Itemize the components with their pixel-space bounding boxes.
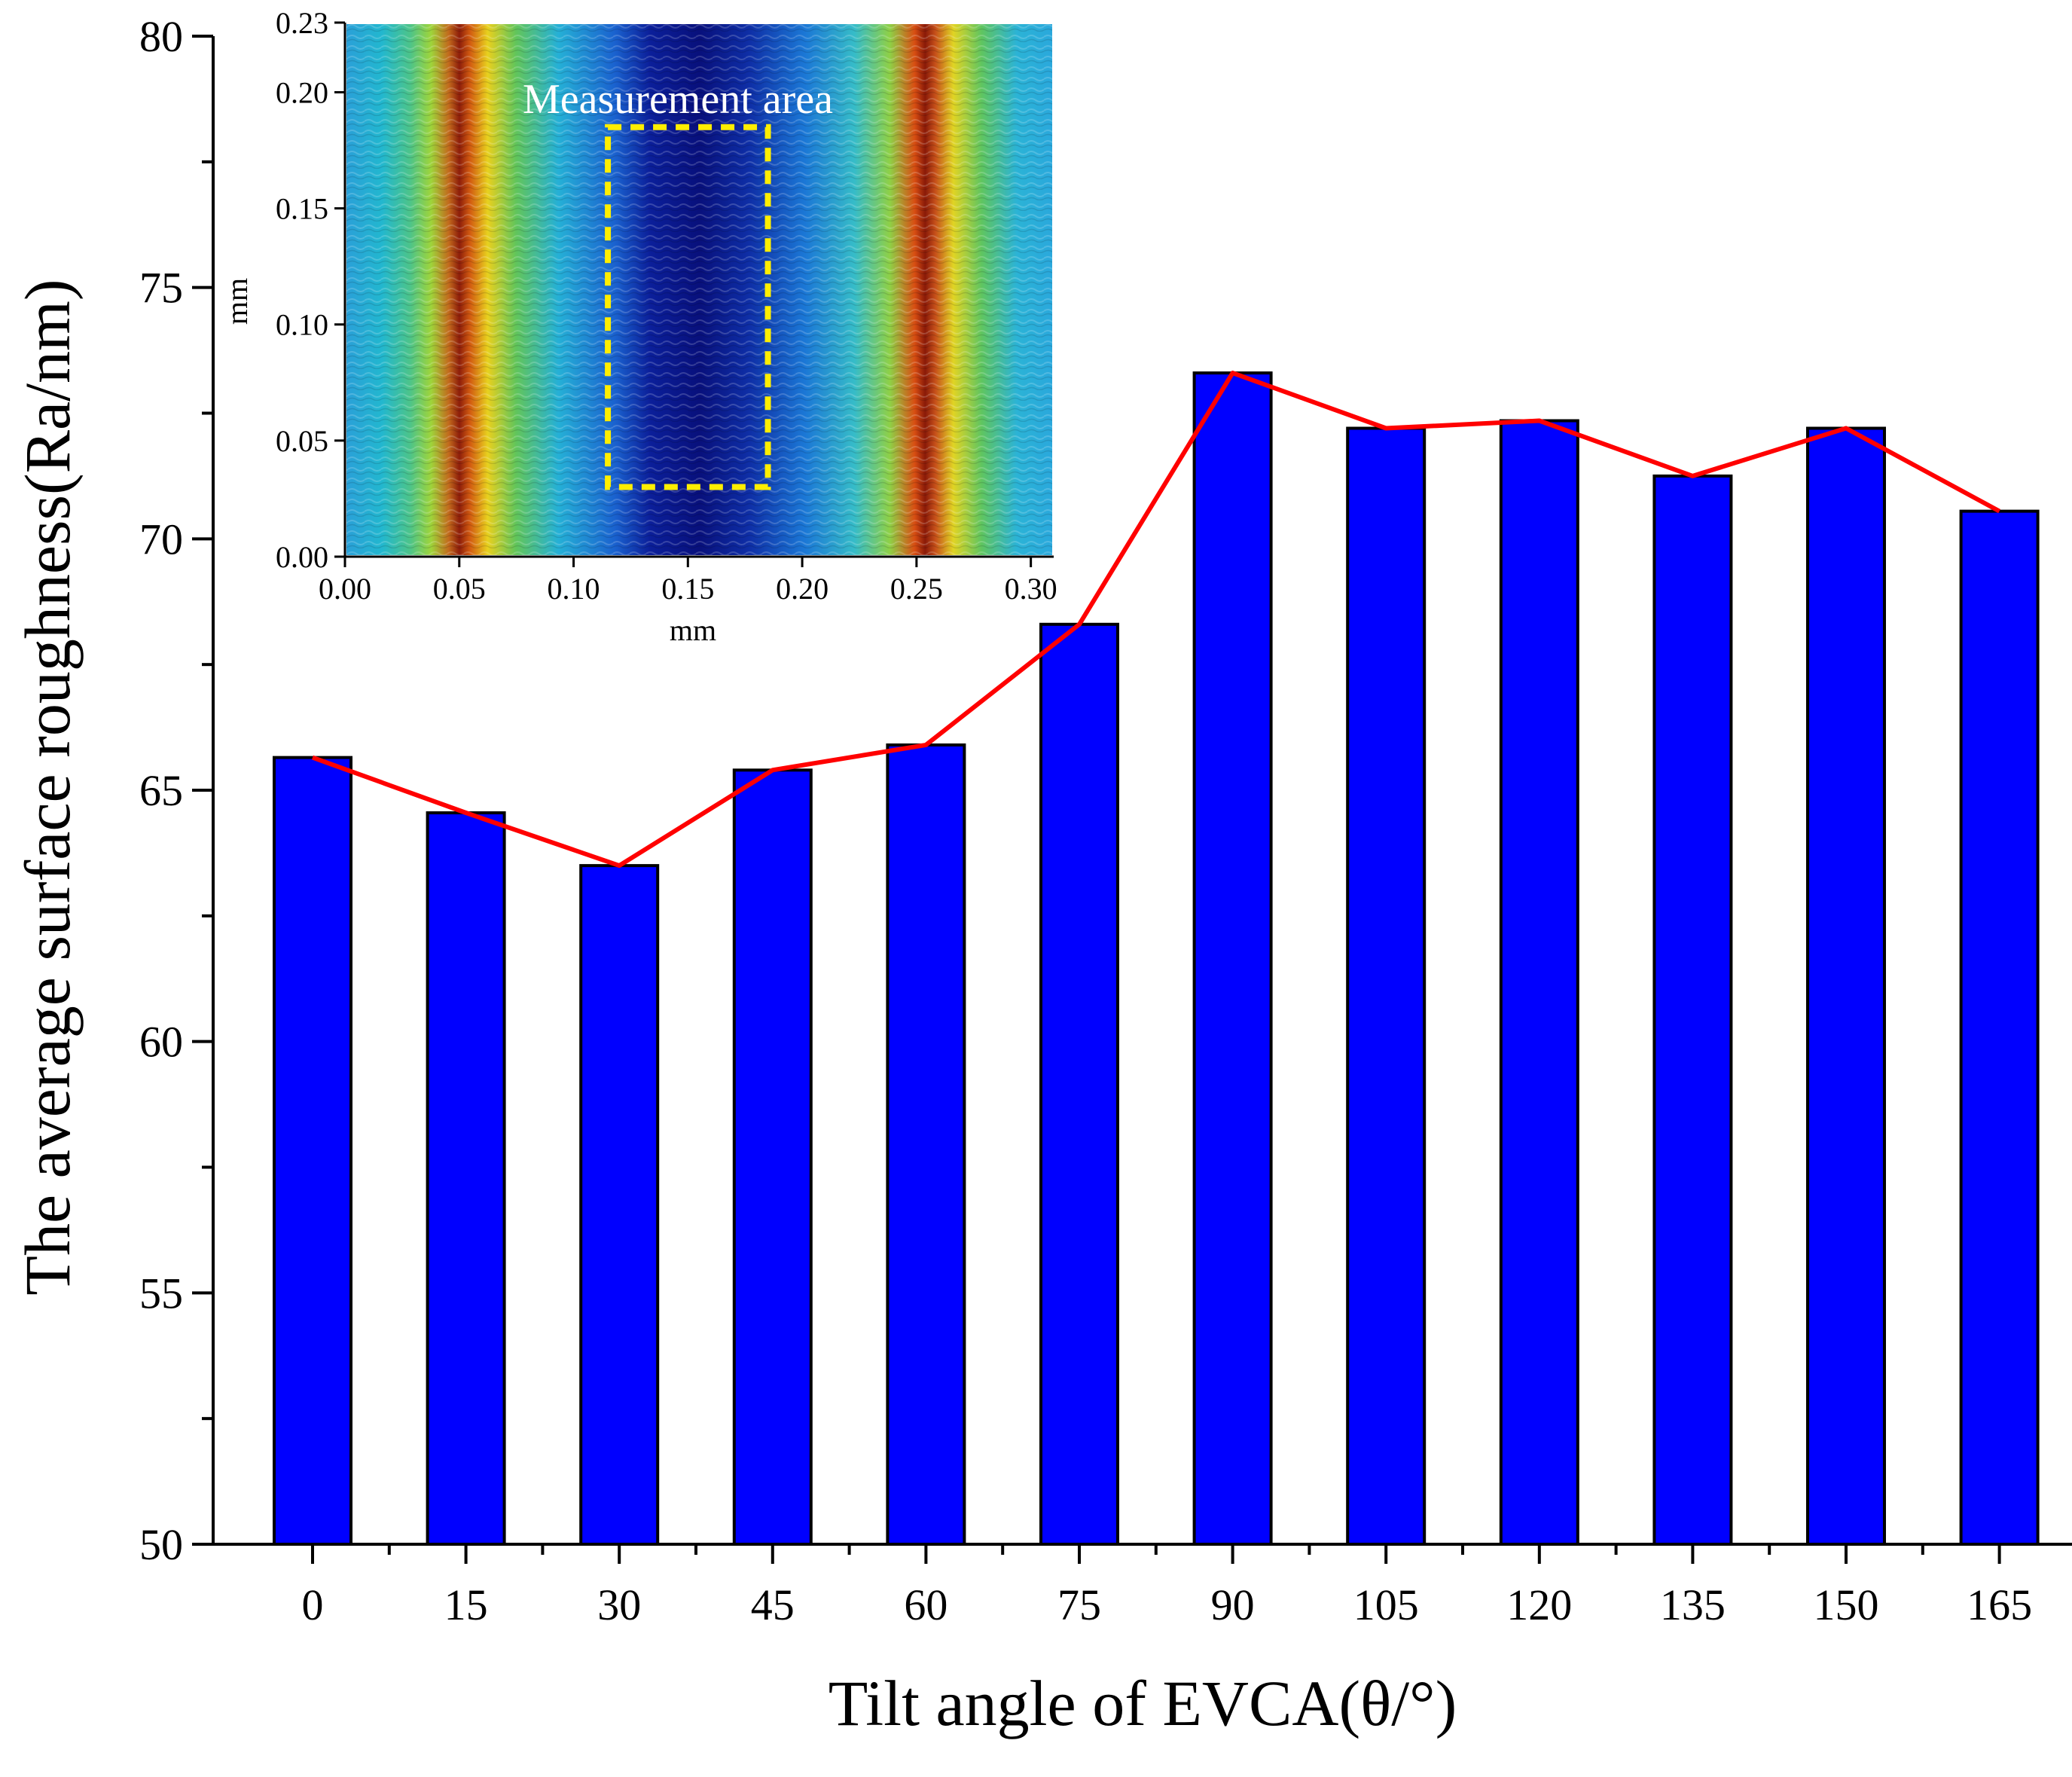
bar [886, 743, 966, 1546]
inset-y-axis-title: mm [220, 278, 254, 325]
inset-y-tick-label: 0.15 [276, 192, 328, 226]
x-ticks-group: 0 15 30 45 60 75 90 105 120 135 150 165 [302, 1544, 2032, 1629]
y-ticks-group: 50 55 60 65 70 75 80 [139, 12, 213, 1569]
y-tick-label: 50 [139, 1520, 183, 1569]
inset-x-tick-label: 0.20 [776, 572, 828, 606]
bar [1039, 622, 1119, 1546]
bar [1959, 509, 2040, 1546]
bar [1192, 371, 1273, 1546]
bar [273, 756, 352, 1546]
y-tick-label: 75 [139, 264, 183, 313]
x-tick-label: 105 [1353, 1580, 1419, 1629]
inset-x-tick-label: 0.00 [319, 572, 371, 606]
bar [732, 768, 813, 1546]
x-tick-label: 120 [1506, 1580, 1572, 1629]
y-tick-label: 65 [139, 766, 183, 815]
x-tick-label: 135 [1660, 1580, 1726, 1629]
inset-x-tick-label: 0.10 [548, 572, 600, 606]
inset-x-tick-label: 0.15 [661, 572, 714, 606]
bar [1806, 426, 1886, 1546]
bar [1346, 426, 1427, 1546]
bar [1652, 474, 1733, 1546]
bar [579, 864, 660, 1546]
x-tick-label: 150 [1814, 1580, 1879, 1629]
x-axis-title: Tilt angle of EVCA(θ/°) [828, 1667, 1457, 1739]
x-tick-label: 75 [1057, 1580, 1101, 1629]
bar [426, 811, 506, 1546]
inset-y-tick-label: 0.05 [276, 424, 328, 458]
y-tick-label: 55 [139, 1269, 183, 1317]
x-tick-label: 45 [751, 1580, 795, 1629]
x-tick-label: 165 [1967, 1580, 2032, 1629]
inset-surface-texture [346, 24, 1052, 555]
inset-y-tick-label: 0.10 [276, 308, 328, 342]
inset-x-tick-label: 0.05 [433, 572, 486, 606]
y-tick-label: 80 [139, 12, 183, 61]
y-tick-label: 60 [139, 1018, 183, 1067]
x-tick-label: 90 [1211, 1580, 1255, 1629]
inset-x-axis-title: mm [670, 613, 716, 647]
inset-y-tick-label: 0.23 [276, 6, 328, 40]
inset-surface-map: Measurement area 0.00 0.05 0.10 0.15 0.20 0.2… [220, 6, 1057, 647]
inset-y-ticks-group: 0.00 0.05 0.10 0.15 0.20 0.23 [276, 6, 345, 574]
inset-x-tick-label: 0.30 [1005, 572, 1057, 606]
trend-line [311, 371, 2001, 869]
y-tick-label: 70 [139, 514, 183, 563]
x-tick-label: 15 [444, 1580, 488, 1629]
y-axis-title: The average surface roughness(Ra/nm) [11, 279, 84, 1295]
measurement-area-label: Measurement area [523, 76, 833, 123]
measurement-area-box [605, 124, 771, 490]
x-tick-label: 60 [904, 1580, 948, 1629]
inset-x-ticks-group: 0.00 0.05 0.10 0.15 0.20 0.25 0.30 [319, 557, 1057, 606]
inset-y-tick-label: 0.20 [276, 75, 328, 109]
x-tick-label: 30 [597, 1580, 641, 1629]
inset-x-tick-label: 0.25 [890, 572, 943, 606]
inset-y-tick-label: 0.00 [276, 540, 328, 574]
x-tick-label: 0 [302, 1580, 324, 1629]
bars-group [273, 371, 2040, 1546]
bar [1499, 419, 1579, 1546]
